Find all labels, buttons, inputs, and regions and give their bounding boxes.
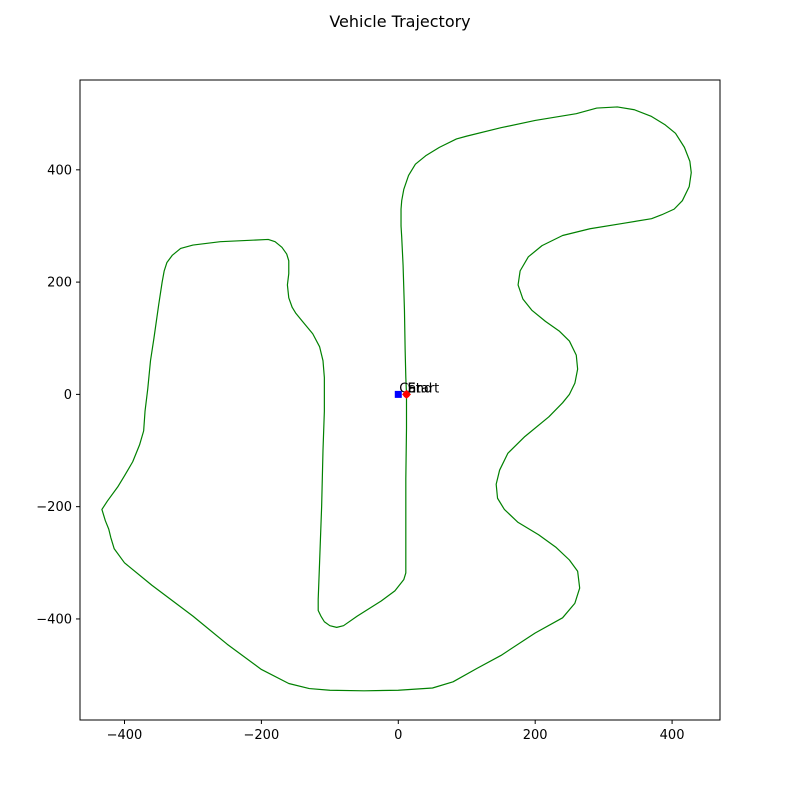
x-tick-label: 200 [523, 728, 548, 743]
x-tick-label: −400 [107, 728, 143, 743]
plot-frame [79, 79, 721, 721]
x-tick-label: 400 [660, 728, 685, 743]
trajectory-line [101, 106, 692, 692]
end-marker [402, 389, 412, 399]
y-tick-label: 0 [64, 388, 72, 403]
x-tick-label: −200 [244, 728, 280, 743]
start-label: Start [408, 381, 440, 396]
chart-title: Vehicle Trajectory [329, 12, 471, 31]
y-tick-label: −400 [36, 612, 72, 627]
y-tick-label: 200 [47, 276, 72, 291]
end-label: End [408, 381, 433, 396]
y-tick-label: 400 [47, 163, 72, 178]
x-tick-label: 0 [394, 728, 402, 743]
axes: −400 −200 0 200 400 400 200 0 −200 −400 [36, 79, 721, 743]
car-marker [394, 390, 402, 398]
y-tick-label: −200 [36, 500, 72, 515]
